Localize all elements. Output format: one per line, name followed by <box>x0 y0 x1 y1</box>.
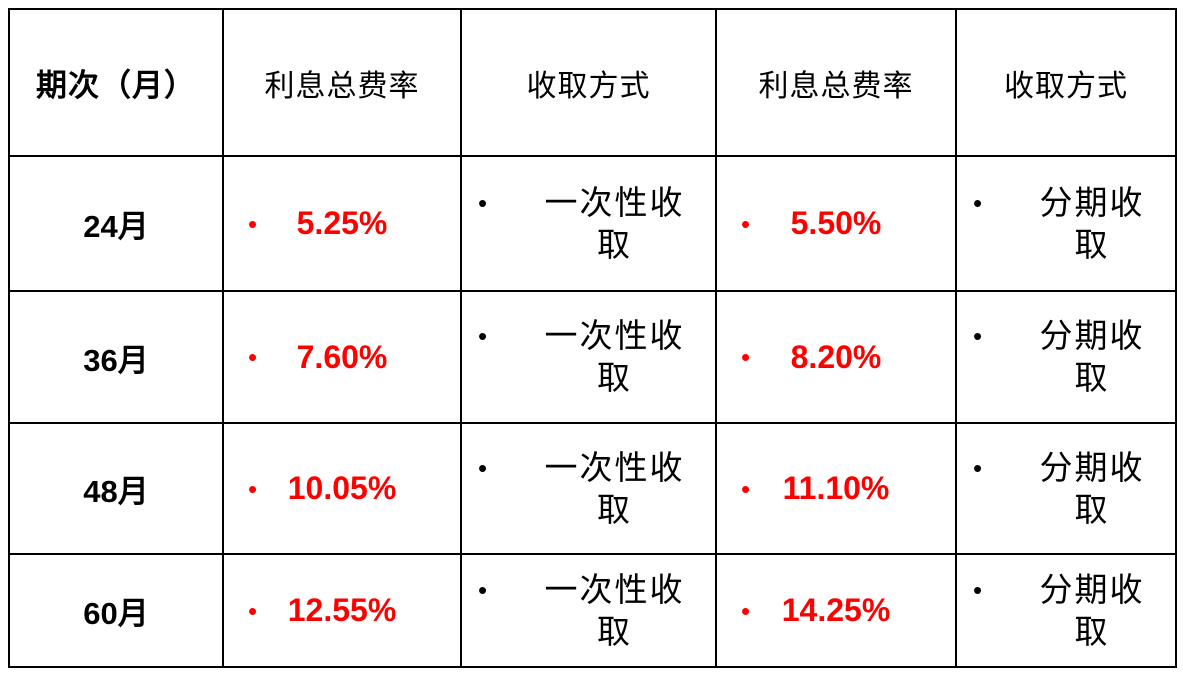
column-header-method-once: 收取方式 <box>460 8 717 157</box>
bullet-icon: • <box>248 473 258 504</box>
method-install-cell: • 分期收取 <box>955 290 1177 424</box>
bullet-icon: • <box>973 574 983 605</box>
column-header-period: 期次（月） <box>8 8 224 157</box>
rate-value: 5.50% <box>790 205 882 241</box>
rate-install-cell: • 5.50% <box>715 155 957 292</box>
rate-value: 7.60% <box>296 338 388 375</box>
rate-once-cell: • 7.60% <box>222 290 462 424</box>
rate-once-cell: • 5.25% <box>222 155 462 292</box>
method-install-cell: • 分期收取 <box>955 553 1177 668</box>
column-header-method-install: 收取方式 <box>955 8 1177 157</box>
table-row: 60月 • 12.55% • 一次性收取 • 14.25% <box>8 553 1177 668</box>
bullet-icon: • <box>741 342 751 372</box>
column-header-rate-once: 利息总费率 <box>222 8 462 157</box>
method-install-cell: • 分期收取 <box>955 155 1177 292</box>
bullet-icon: • <box>478 187 488 218</box>
bullet-icon: • <box>478 321 488 351</box>
period-cell: 36月 <box>8 290 224 424</box>
method-label: 一次性收取 <box>544 448 685 528</box>
period-cell: 48月 <box>8 422 224 555</box>
period-cell: 24月 <box>8 155 224 292</box>
method-once-cell: • 一次性收取 <box>460 155 717 292</box>
column-header-rate-install: 利息总费率 <box>715 8 957 157</box>
method-label: 一次性收取 <box>544 570 685 650</box>
rate-install-cell: • 8.20% <box>715 290 957 424</box>
bullet-icon: • <box>741 473 751 504</box>
method-once-cell: • 一次性收取 <box>460 290 717 424</box>
method-install-cell: • 分期收取 <box>955 422 1177 555</box>
rate-install-cell: • 14.25% <box>715 553 957 668</box>
method-label: 分期收取 <box>1039 183 1145 263</box>
bullet-icon: • <box>478 574 488 605</box>
method-label: 一次性收取 <box>544 183 685 263</box>
rate-value: 10.05% <box>287 470 397 506</box>
rate-value: 5.25% <box>296 205 388 241</box>
rate-once-cell: • 10.05% <box>222 422 462 555</box>
bullet-icon: • <box>248 342 258 372</box>
table-row: 36月 • 7.60% • 一次性收取 • 8.20% <box>8 290 1177 424</box>
rate-value: 11.10% <box>782 470 890 506</box>
bullet-icon: • <box>741 595 751 626</box>
method-once-cell: • 一次性收取 <box>460 422 717 555</box>
table-row: 48月 • 10.05% • 一次性收取 • 11.10% <box>8 422 1177 555</box>
rate-install-cell: • 11.10% <box>715 422 957 555</box>
bullet-icon: • <box>248 208 258 239</box>
method-label: 一次性收取 <box>544 317 685 396</box>
method-label: 分期收取 <box>1039 448 1145 528</box>
rate-value: 8.20% <box>790 338 882 375</box>
table-row: 24月 • 5.25% • 一次性收取 • 5.50% <box>8 155 1177 292</box>
bullet-icon: • <box>973 187 983 218</box>
bullet-icon: • <box>973 321 983 351</box>
bullet-icon: • <box>248 595 258 626</box>
method-label: 分期收取 <box>1039 570 1145 650</box>
rate-once-cell: • 12.55% <box>222 553 462 668</box>
table-header-row: 期次（月） 利息总费率 收取方式 利息总费率 收取方式 <box>8 8 1177 157</box>
method-label: 分期收取 <box>1039 317 1145 396</box>
period-cell: 60月 <box>8 553 224 668</box>
rate-value: 14.25% <box>781 592 891 628</box>
rate-value: 12.55% <box>287 592 397 628</box>
bullet-icon: • <box>741 208 751 239</box>
bullet-icon: • <box>973 452 983 483</box>
method-once-cell: • 一次性收取 <box>460 553 717 668</box>
rates-table: 期次（月） 利息总费率 收取方式 利息总费率 收取方式 24月 • 5.25% … <box>8 8 1177 668</box>
bullet-icon: • <box>478 452 488 483</box>
